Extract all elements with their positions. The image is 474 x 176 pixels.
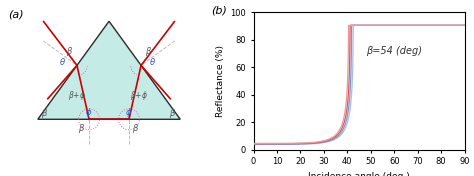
Text: $\theta$: $\theta$ — [59, 56, 66, 67]
Text: β=54 (deg): β=54 (deg) — [366, 46, 422, 55]
X-axis label: Incidence angle (deg.): Incidence angle (deg.) — [308, 172, 410, 176]
Y-axis label: Reflectance (%): Reflectance (%) — [216, 45, 225, 117]
Text: (a): (a) — [8, 10, 24, 20]
Polygon shape — [38, 21, 180, 119]
Text: $\beta$: $\beta$ — [145, 45, 152, 58]
Text: $\beta{+}\phi$: $\beta{+}\phi$ — [68, 89, 86, 102]
Text: $\phi$: $\phi$ — [125, 106, 132, 119]
Text: $\beta$: $\beta$ — [41, 107, 48, 120]
Text: $\beta{+}\phi$: $\beta{+}\phi$ — [130, 89, 148, 102]
Text: $\beta$: $\beta$ — [169, 107, 176, 120]
Text: $\beta$: $\beta$ — [132, 122, 139, 135]
Text: $\phi$: $\phi$ — [85, 106, 92, 119]
Text: $\beta$: $\beta$ — [65, 45, 73, 58]
Text: $\theta$: $\theta$ — [149, 56, 156, 67]
Text: $\beta$: $\beta$ — [78, 122, 85, 135]
Text: (b): (b) — [211, 5, 227, 15]
